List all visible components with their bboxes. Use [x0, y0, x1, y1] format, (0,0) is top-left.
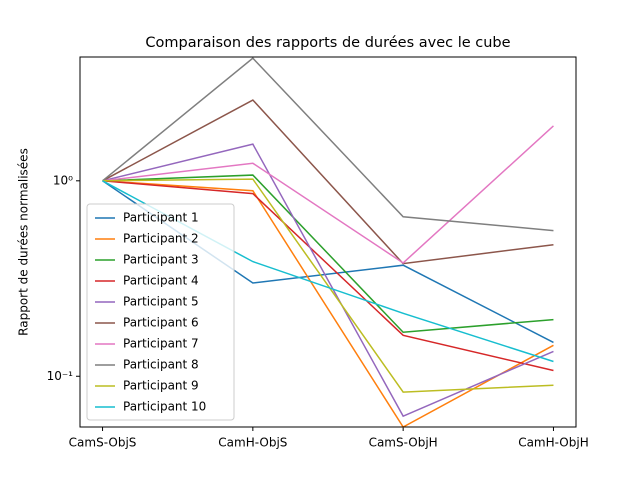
legend-label: Participant 8	[123, 358, 199, 372]
x-tick-label: CamH-ObjS	[218, 436, 287, 450]
legend-label: Participant 5	[123, 295, 199, 309]
series-line	[102, 99, 554, 265]
x-tick-label: CamH-ObjH	[518, 436, 589, 450]
legend-label: Participant 7	[123, 337, 199, 351]
legend-label: Participant 4	[123, 274, 199, 288]
x-tick-label: CamS-ObjH	[369, 436, 438, 450]
legend-box	[86, 203, 235, 421]
x-tick-label: CamS-ObjS	[69, 436, 137, 450]
series-line	[102, 125, 554, 264]
series-line	[102, 143, 554, 418]
plot-frame	[79, 56, 577, 428]
legend-label: Participant 3	[123, 253, 199, 267]
legend-label: Participant 1	[123, 211, 199, 225]
legend-label: Participant 9	[123, 379, 199, 393]
legend-label: Participant 10	[123, 400, 206, 414]
series-line	[102, 178, 554, 393]
series-line	[102, 57, 554, 232]
y-axis-label: Rapport de durées normalisées	[17, 148, 31, 336]
series-line	[102, 174, 554, 333]
series-line	[102, 180, 554, 428]
y-tick-label: 10⁰	[53, 173, 73, 187]
series-line	[102, 180, 554, 372]
legend: Participant 1 Participant 2 Participant 3 P…	[86, 203, 235, 421]
chart-title: Comparaison des rapports de durées avec …	[145, 35, 510, 51]
legend-label: Participant 6	[123, 316, 199, 330]
legend-label: Participant 2	[123, 232, 199, 246]
y-tick-label: 10⁻¹	[47, 369, 74, 383]
